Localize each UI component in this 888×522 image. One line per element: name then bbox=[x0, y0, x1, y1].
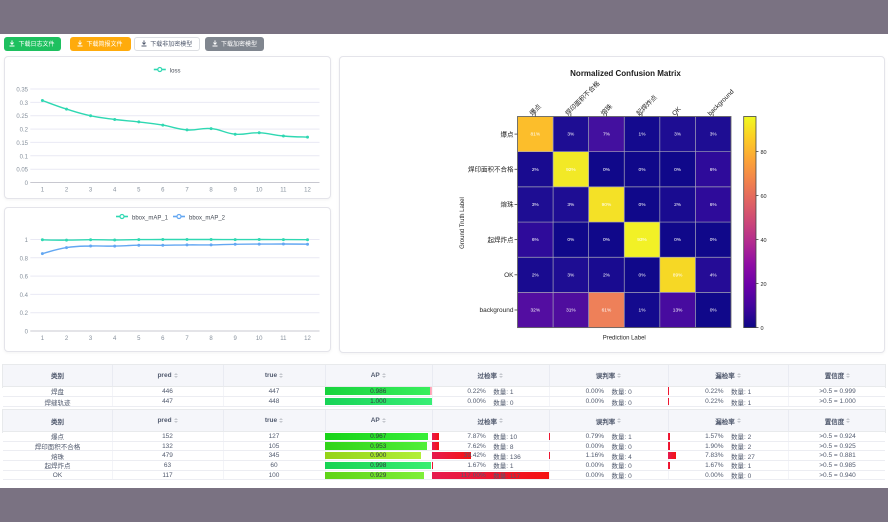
svg-text:OK: OK bbox=[504, 272, 514, 279]
svg-text:0.35: 0.35 bbox=[16, 88, 28, 94]
svg-text:4: 4 bbox=[113, 336, 117, 342]
svg-text:background: background bbox=[707, 88, 736, 117]
svg-text:4%: 4% bbox=[710, 272, 718, 278]
svg-text:0: 0 bbox=[25, 329, 29, 335]
svg-text:60: 60 bbox=[761, 194, 767, 200]
svg-text:8: 8 bbox=[209, 188, 213, 194]
svg-text:3: 3 bbox=[89, 188, 93, 194]
svg-text:起焊炸点: 起焊炸点 bbox=[634, 92, 659, 117]
svg-text:3%: 3% bbox=[567, 202, 575, 208]
svg-text:0: 0 bbox=[25, 181, 29, 187]
svg-text:93%: 93% bbox=[637, 237, 647, 243]
svg-text:3%: 3% bbox=[567, 132, 575, 138]
svg-text:9: 9 bbox=[234, 336, 238, 342]
svg-text:0.25: 0.25 bbox=[16, 114, 28, 120]
svg-text:9: 9 bbox=[234, 188, 238, 194]
svg-text:0%: 0% bbox=[674, 167, 682, 173]
svg-text:3%: 3% bbox=[674, 132, 682, 138]
svg-text:32%: 32% bbox=[530, 308, 540, 314]
svg-text:0.2: 0.2 bbox=[20, 311, 29, 317]
svg-text:loss: loss bbox=[170, 69, 181, 75]
svg-text:2%: 2% bbox=[674, 202, 682, 208]
svg-text:0: 0 bbox=[761, 326, 764, 332]
svg-text:2: 2 bbox=[65, 336, 69, 342]
svg-text:1: 1 bbox=[41, 336, 45, 342]
svg-text:6: 6 bbox=[161, 188, 165, 194]
svg-text:0.3: 0.3 bbox=[20, 101, 29, 107]
svg-text:80: 80 bbox=[761, 150, 767, 156]
svg-text:6%: 6% bbox=[710, 202, 718, 208]
svg-text:7: 7 bbox=[185, 188, 189, 194]
svg-text:bbox_mAP_1: bbox_mAP_1 bbox=[132, 215, 169, 221]
svg-text:6%: 6% bbox=[710, 167, 718, 173]
svg-text:6%: 6% bbox=[532, 237, 540, 243]
svg-text:90%: 90% bbox=[602, 202, 612, 208]
svg-text:89%: 89% bbox=[673, 272, 683, 278]
svg-text:2: 2 bbox=[65, 188, 69, 194]
svg-text:Prediction Label: Prediction Label bbox=[603, 336, 646, 342]
svg-text:OK: OK bbox=[671, 105, 683, 117]
svg-text:0%: 0% bbox=[603, 167, 611, 173]
svg-text:12: 12 bbox=[304, 188, 311, 194]
svg-text:3%: 3% bbox=[710, 132, 718, 138]
svg-text:13%: 13% bbox=[673, 308, 683, 314]
svg-text:Normalized Confusion Matrix: Normalized Confusion Matrix bbox=[570, 69, 681, 78]
svg-text:0.1: 0.1 bbox=[20, 154, 29, 160]
svg-text:20: 20 bbox=[761, 282, 767, 288]
svg-text:1: 1 bbox=[41, 188, 45, 194]
svg-text:10: 10 bbox=[256, 188, 263, 194]
svg-text:焊印面积不合格: 焊印面积不合格 bbox=[563, 79, 602, 118]
svg-text:熔珠: 熔珠 bbox=[599, 102, 615, 118]
svg-text:7: 7 bbox=[185, 336, 189, 342]
svg-text:0%: 0% bbox=[710, 308, 718, 314]
svg-text:5: 5 bbox=[137, 336, 141, 342]
svg-text:0.05: 0.05 bbox=[16, 168, 28, 174]
svg-text:3%: 3% bbox=[567, 272, 575, 278]
svg-text:5: 5 bbox=[137, 188, 141, 194]
svg-text:熔珠: 熔珠 bbox=[501, 200, 515, 209]
svg-text:8: 8 bbox=[209, 336, 213, 342]
svg-text:40: 40 bbox=[761, 238, 767, 244]
svg-text:1%: 1% bbox=[639, 308, 647, 314]
svg-text:1: 1 bbox=[25, 238, 29, 244]
svg-text:3: 3 bbox=[89, 336, 93, 342]
svg-text:2%: 2% bbox=[603, 272, 611, 278]
svg-text:2%: 2% bbox=[532, 167, 540, 173]
svg-text:0.8: 0.8 bbox=[20, 256, 29, 262]
svg-text:background: background bbox=[480, 307, 514, 314]
svg-text:Ground Truth Label: Ground Truth Label bbox=[460, 197, 466, 249]
svg-text:0%: 0% bbox=[710, 237, 718, 243]
svg-text:0.6: 0.6 bbox=[20, 274, 29, 280]
svg-text:3%: 3% bbox=[532, 202, 540, 208]
svg-text:4: 4 bbox=[113, 188, 117, 194]
svg-text:0.15: 0.15 bbox=[16, 141, 28, 147]
svg-text:1%: 1% bbox=[639, 132, 647, 138]
svg-text:81%: 81% bbox=[530, 132, 540, 138]
svg-text:bbox_mAP_2: bbox_mAP_2 bbox=[189, 215, 226, 221]
svg-text:0%: 0% bbox=[603, 237, 611, 243]
svg-text:0%: 0% bbox=[567, 237, 575, 243]
svg-text:焊印面积不合格: 焊印面积不合格 bbox=[468, 164, 514, 173]
svg-text:92%: 92% bbox=[566, 167, 576, 173]
svg-text:0%: 0% bbox=[639, 272, 647, 278]
svg-text:11: 11 bbox=[280, 336, 287, 342]
svg-text:10: 10 bbox=[256, 336, 263, 342]
svg-text:0%: 0% bbox=[674, 237, 682, 243]
svg-text:0%: 0% bbox=[639, 202, 647, 208]
svg-text:31%: 31% bbox=[566, 308, 576, 314]
svg-text:0.2: 0.2 bbox=[20, 128, 29, 134]
svg-text:12: 12 bbox=[304, 336, 311, 342]
svg-text:0%: 0% bbox=[639, 167, 647, 173]
svg-text:爆点: 爆点 bbox=[527, 102, 543, 118]
svg-text:11: 11 bbox=[280, 188, 287, 194]
svg-text:0.4: 0.4 bbox=[20, 292, 29, 298]
svg-text:起焊炸点: 起焊炸点 bbox=[488, 235, 515, 244]
svg-text:6: 6 bbox=[161, 336, 165, 342]
svg-text:爆点: 爆点 bbox=[501, 129, 515, 138]
svg-text:61%: 61% bbox=[602, 308, 612, 314]
svg-text:7%: 7% bbox=[603, 132, 611, 138]
svg-text:2%: 2% bbox=[532, 272, 540, 278]
